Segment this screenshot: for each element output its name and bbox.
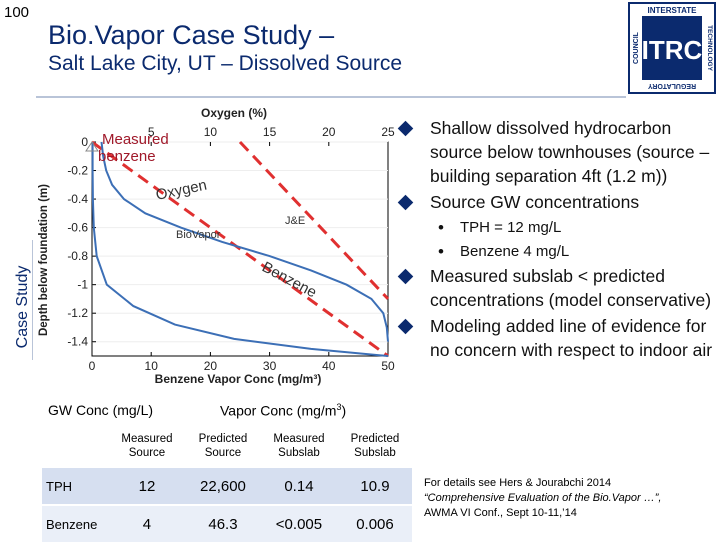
bullet-item: Source GW concentrations bbox=[397, 190, 718, 214]
bullet-item: Measured subslab < predicted concentrati… bbox=[397, 264, 718, 312]
title-divider bbox=[36, 96, 626, 98]
y-tick-label: -0.2 bbox=[67, 164, 88, 178]
table-corner-cell bbox=[42, 426, 108, 467]
bullet-text: Shallow dissolved hydrocarbon source bel… bbox=[430, 118, 710, 186]
column-header-line: Predicted bbox=[350, 433, 400, 445]
footnote-line3: AWMA VI Conf., Sept 10-11,’14 bbox=[424, 507, 577, 519]
x-tick-label: 30 bbox=[263, 359, 277, 373]
y-axis-label: Depth below foundation (m) bbox=[38, 184, 50, 336]
bullet-text: Modeling added line of evidence for no c… bbox=[430, 316, 713, 360]
column-header-line: Predicted bbox=[198, 433, 248, 445]
annotation-benzene-label: benzene bbox=[98, 148, 156, 165]
table-cell: 10.9 bbox=[337, 466, 412, 505]
top-axis-label: Oxygen (%) bbox=[201, 106, 267, 120]
bullet-text: Source GW concentrations bbox=[430, 192, 640, 212]
table-cell: 0.006 bbox=[337, 504, 412, 542]
dot-bullet-icon: • bbox=[438, 242, 444, 261]
column-header-line: Measured bbox=[273, 433, 325, 445]
table-row: TPH 12 22,600 0.14 10.9 bbox=[42, 466, 412, 505]
logo-text-top: INTERSTATE bbox=[647, 6, 697, 15]
y-tick-label: 0 bbox=[81, 135, 88, 149]
diamond-bullet-icon bbox=[397, 194, 414, 211]
x-tick-label: 20 bbox=[204, 359, 218, 373]
table-header-row: Measured Source Predicted Source Measured Sub… bbox=[42, 426, 412, 467]
top-tick-label: 20 bbox=[322, 125, 336, 139]
bullet-item: Shallow dissolved hydrocarbon source bel… bbox=[397, 116, 718, 188]
sub-bullet-item: • Benzene 4 mg/L bbox=[400, 240, 718, 264]
logo-mark: ITRC bbox=[642, 35, 703, 65]
column-header-line: Subslab bbox=[278, 447, 320, 459]
y-tick-label: -0.4 bbox=[67, 192, 88, 206]
measured-marker-icon bbox=[85, 141, 99, 152]
table-row: Benzene 4 46.3 <0.005 0.006 bbox=[42, 504, 412, 542]
side-divider bbox=[32, 240, 33, 360]
logo-text-right: TECHNOLOGY bbox=[706, 25, 713, 72]
row-label: TPH bbox=[42, 466, 108, 505]
gw-conc-heading: GW Conc (mg/L) bbox=[48, 402, 154, 418]
slide-title: Bio.Vapor Case Study – bbox=[48, 20, 335, 50]
footnote: For details see Hers & Jourabchi 2014 “C… bbox=[424, 476, 716, 521]
depth-profile-chart: 5 10 15 20 25 0 10 20 30 40 50 0 -0.2 -0.4 -0.6 -0.8 -… bbox=[38, 106, 395, 386]
x-tick-label: 40 bbox=[322, 359, 336, 373]
diamond-bullet-icon bbox=[397, 120, 414, 137]
bullet-item: Modeling added line of evidence for no c… bbox=[397, 314, 718, 362]
title-bar bbox=[36, 0, 626, 96]
column-header-line: Subslab bbox=[354, 447, 396, 459]
side-label: Case Study bbox=[14, 265, 31, 349]
y-tick-label: -0.8 bbox=[67, 249, 88, 263]
annotation-je: J&E bbox=[285, 215, 305, 227]
sub-bullet-text: TPH = 12 mg/L bbox=[460, 219, 562, 236]
table-column-header: Measured Source bbox=[108, 426, 186, 467]
series-oxygen-j-e-linear bbox=[238, 140, 390, 300]
concentration-table: Measured Source Predicted Source Measured Sub… bbox=[42, 426, 412, 542]
top-tick-label: 10 bbox=[204, 125, 218, 139]
table-column-header: Predicted Subslab bbox=[337, 426, 412, 467]
y-tick-label: -1 bbox=[77, 278, 88, 292]
table-column-header: Predicted Source bbox=[185, 426, 260, 467]
y-tick-label: -1.2 bbox=[67, 306, 88, 320]
logo-text-left: COUNCIL bbox=[633, 31, 640, 64]
top-tick-label: 15 bbox=[263, 125, 277, 139]
column-header-line: Source bbox=[128, 447, 166, 459]
column-header-line: Source bbox=[204, 447, 242, 459]
table-cell: 4 bbox=[108, 504, 186, 542]
diamond-bullet-icon bbox=[397, 268, 414, 285]
annotation-biovapor: BioVapor bbox=[176, 229, 221, 241]
table-column-header: Measured Subslab bbox=[259, 426, 338, 467]
footnote-line1: For details see Hers & Jourabchi 2014 bbox=[424, 477, 612, 489]
row-label: Benzene bbox=[42, 504, 108, 542]
y-tick-label: -1.4 bbox=[67, 335, 88, 349]
table-cell: 46.3 bbox=[185, 504, 260, 542]
x-tick-label: 50 bbox=[381, 359, 395, 373]
vapor-conc-heading: Vapor Conc (mg/m3) bbox=[220, 402, 347, 419]
series-benzene-j-e-linear bbox=[91, 140, 389, 358]
footnote-line2: “Comprehensive Evaluation of the Bio.Vap… bbox=[424, 492, 662, 504]
table-cell: 12 bbox=[108, 466, 186, 505]
slide-number: 100 bbox=[4, 4, 30, 21]
table-cell: 22,600 bbox=[185, 466, 260, 505]
annotation-measured: Measured bbox=[102, 131, 169, 148]
x-axis-label: Benzene Vapor Conc (mg/m³) bbox=[155, 372, 322, 386]
bullet-list: Shallow dissolved hydrocarbon source bel… bbox=[397, 116, 718, 364]
sub-bullet-text: Benzene 4 mg/L bbox=[460, 243, 570, 260]
top-tick-label: 5 bbox=[148, 125, 155, 139]
x-tick-label: 0 bbox=[89, 359, 96, 373]
dot-bullet-icon: • bbox=[438, 218, 444, 237]
slide-subtitle: Salt Lake City, UT – Dissolved Source bbox=[48, 52, 403, 75]
diamond-bullet-icon bbox=[397, 318, 414, 335]
series-benzene-biovapor bbox=[91, 142, 389, 357]
table-cell: <0.005 bbox=[259, 504, 338, 542]
bullet-text: Measured subslab < predicted concentrati… bbox=[430, 266, 712, 310]
logo-text-bottom: REGULATORY bbox=[648, 82, 696, 89]
table-cell: 0.14 bbox=[259, 466, 338, 505]
sub-bullet-item: • TPH = 12 mg/L bbox=[400, 216, 718, 240]
series-oxygen-biovapor bbox=[100, 141, 389, 342]
y-tick-label: -0.6 bbox=[67, 221, 88, 235]
itrc-logo: ITRC INTERSTATE REGULATORY COUNCIL TECHN… bbox=[628, 2, 716, 94]
column-header-line: Measured bbox=[121, 433, 173, 445]
top-tick-label: 25 bbox=[381, 125, 395, 139]
x-tick-label: 10 bbox=[145, 359, 159, 373]
